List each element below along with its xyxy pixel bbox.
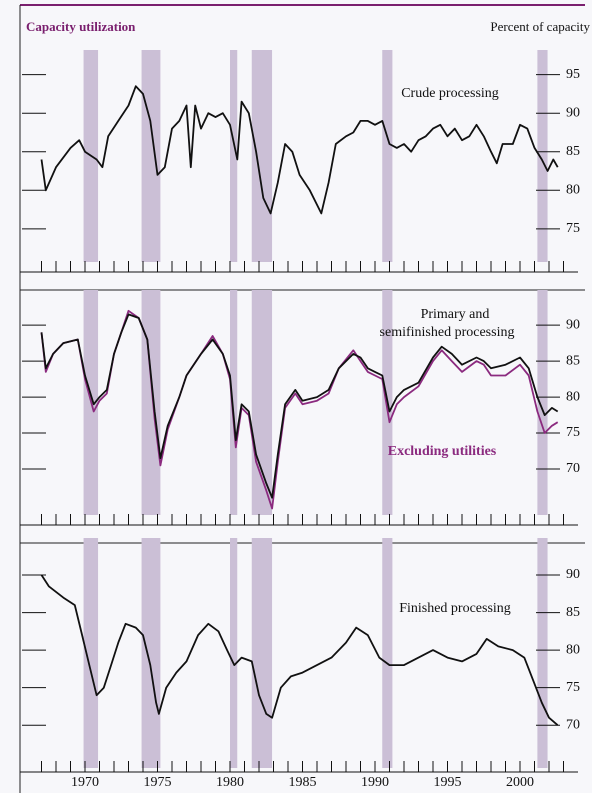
recession-band — [230, 50, 238, 262]
x-tick-label: 1970 — [71, 775, 99, 790]
y-tick-label: 95 — [566, 67, 580, 82]
series-line — [40, 85, 559, 215]
recession-band — [537, 50, 548, 262]
series-line — [40, 574, 559, 726]
y-tick-label: 70 — [566, 717, 580, 732]
series-label: Excluding utilities — [388, 444, 497, 459]
recession-band — [537, 538, 548, 768]
x-tick-label: 2000 — [506, 775, 534, 790]
recession-band — [382, 50, 393, 262]
annotation: Crude processing — [401, 86, 499, 101]
x-tick-label: 1975 — [144, 775, 172, 790]
series-line — [40, 313, 559, 499]
recession-band — [141, 538, 161, 768]
annotation: semifinished processing — [380, 325, 515, 340]
x-tick-label: 1985 — [289, 775, 317, 790]
recession-band — [537, 290, 548, 515]
y-tick-label: 70 — [566, 461, 580, 476]
y-tick-label: 80 — [566, 183, 580, 198]
recession-band — [141, 50, 161, 262]
unit-label: Percent of capacity — [490, 19, 590, 34]
recession-band — [230, 538, 238, 768]
recession-band — [382, 538, 393, 768]
y-tick-label: 90 — [566, 317, 580, 332]
y-tick-label: 85 — [566, 144, 580, 159]
y-tick-label: 90 — [566, 105, 580, 120]
x-tick-label: 1980 — [216, 775, 244, 790]
y-tick-label: 85 — [566, 605, 580, 620]
recession-band — [141, 290, 161, 515]
recession-band — [230, 290, 238, 515]
recession-band — [251, 290, 273, 515]
recession-band — [251, 538, 273, 768]
annotation: Primary and — [421, 307, 490, 322]
y-tick-label: 75 — [566, 680, 580, 695]
y-tick-label: 90 — [566, 567, 580, 582]
y-tick-label: 85 — [566, 353, 580, 368]
header-title: Capacity utilization — [26, 19, 136, 34]
x-tick-label: 1995 — [434, 775, 462, 790]
annotation: Finished processing — [399, 601, 511, 616]
y-tick-label: 80 — [566, 389, 580, 404]
recession-band — [83, 538, 99, 768]
y-tick-label: 80 — [566, 642, 580, 657]
y-tick-label: 75 — [566, 221, 580, 236]
x-tick-label: 1990 — [361, 775, 389, 790]
recession-band — [251, 50, 273, 262]
y-tick-label: 75 — [566, 425, 580, 440]
